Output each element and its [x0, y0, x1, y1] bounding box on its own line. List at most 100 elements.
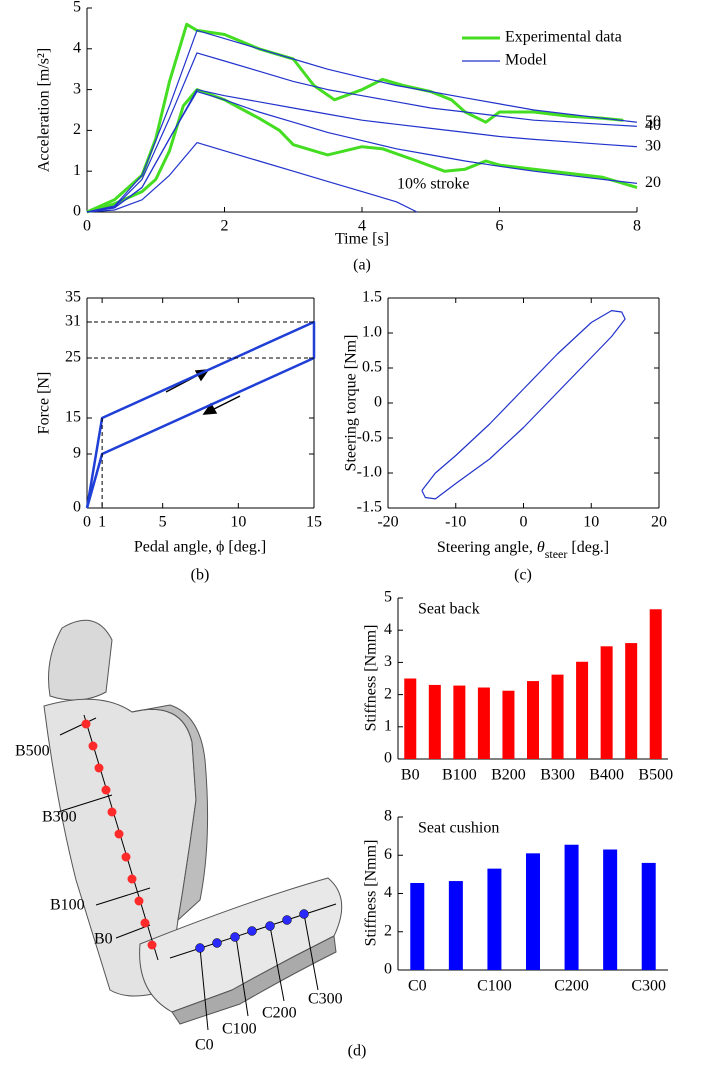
y-tick-label: 3 — [73, 80, 81, 97]
x-tick-label: B0 — [401, 767, 420, 784]
y-tick-label: 1.0 — [362, 324, 382, 341]
x-tick-label: B100 — [442, 767, 477, 784]
point-label: B300 — [42, 809, 77, 826]
data-line — [86, 91, 638, 213]
x-tick-label: 0 — [83, 514, 91, 531]
x-axis-label-part: steer — [545, 547, 568, 561]
x-tick-label: B400 — [589, 767, 624, 784]
y-tick-label: 0 — [73, 499, 81, 516]
y-axis-label: Acceleration [m/s²] — [36, 48, 53, 172]
data-line — [85, 320, 316, 509]
data-line — [421, 310, 626, 500]
data-line — [86, 29, 638, 213]
y-tick-label: 0 — [73, 203, 81, 220]
line-label: 10% stroke — [397, 176, 469, 193]
y-tick-label: -0.5 — [357, 429, 382, 446]
data-line — [86, 142, 418, 213]
x-tick-label: C100 — [477, 978, 512, 995]
data-line — [86, 22, 624, 214]
bar — [502, 690, 515, 759]
legend-label: Experimental data — [505, 29, 622, 46]
y-tick-label: 0 — [384, 961, 392, 978]
y-axis-label: Stiffness [Nmm] — [363, 840, 380, 947]
bar — [641, 862, 656, 970]
x-axis-label-part: [deg.] — [567, 539, 609, 556]
x-tick-label: 0 — [83, 218, 91, 235]
bar — [649, 609, 662, 759]
caption: (a) — [353, 257, 371, 274]
y-tick-label: 4 — [384, 884, 392, 901]
y-tick-label: 1 — [384, 717, 392, 734]
x-tick-label: 4 — [358, 218, 366, 235]
bar — [600, 646, 613, 759]
y-tick-label: 4 — [384, 621, 392, 638]
legend-label: Model — [505, 52, 547, 69]
y-tick-label: 1.5 — [362, 289, 382, 306]
bar — [477, 687, 490, 759]
point-label: C0 — [195, 1037, 214, 1054]
bar — [410, 882, 425, 970]
y-axis-label: Stiffness [Nmm] — [363, 625, 380, 732]
x-tick-label: C300 — [631, 978, 666, 995]
point-label: C200 — [262, 1005, 297, 1022]
x-tick-label: 10 — [230, 514, 246, 531]
line-label: 50 — [645, 113, 661, 130]
x-axis-label-part: Steering angle, — [437, 539, 537, 556]
x-tick-label: 1 — [98, 514, 106, 531]
bar — [527, 681, 539, 759]
y-axis-label: Steering torque [Nm] — [343, 335, 360, 472]
bar — [428, 684, 441, 759]
bar — [625, 643, 638, 759]
x-axis-label-part: θ — [537, 539, 545, 556]
y-tick-label: 25 — [65, 349, 81, 366]
bar — [564, 844, 579, 970]
line-label: 40 — [645, 117, 661, 134]
x-tick-label: 6 — [496, 218, 504, 235]
x-axis-label: Pedal angle, ϕ [deg.] — [134, 539, 266, 556]
x-axis-label: Steering angle, θsteer [deg.] — [437, 539, 609, 561]
bar — [576, 661, 589, 759]
y-tick-label: 2 — [384, 685, 392, 702]
y-tick-label: 3 — [384, 653, 392, 670]
point-label: B100 — [50, 897, 85, 914]
y-tick-label: 2 — [384, 922, 392, 939]
x-tick-label: C0 — [408, 978, 427, 995]
y-tick-label: 0.5 — [362, 359, 382, 376]
bar — [404, 678, 417, 759]
bar — [603, 849, 618, 970]
line-label: 30 — [645, 137, 661, 154]
y-tick-label: 31 — [65, 313, 81, 330]
x-tick-label: 2 — [221, 218, 229, 235]
point-label: B500 — [15, 743, 50, 760]
y-tick-label: 2 — [73, 121, 81, 138]
y-tick-label: -1.5 — [357, 499, 382, 516]
x-tick-label: C200 — [554, 978, 589, 995]
data-line — [86, 88, 638, 214]
y-tick-label: 5 — [384, 589, 392, 606]
y-tick-label: 4 — [73, 39, 81, 56]
x-tick-label: -10 — [445, 514, 466, 531]
x-tick-label: B200 — [491, 767, 526, 784]
x-axis-label: Time [s] — [335, 231, 389, 248]
y-tick-label: -1.0 — [357, 464, 382, 481]
point-label: B0 — [94, 931, 113, 948]
x-tick-label: 15 — [306, 514, 322, 531]
caption: (c) — [514, 567, 532, 584]
caption: (b) — [191, 567, 210, 584]
y-tick-label: 6 — [384, 846, 392, 863]
y-tick-label: 8 — [384, 808, 392, 825]
bar — [526, 853, 540, 970]
data-line — [86, 52, 638, 213]
x-tick-label: 10 — [583, 514, 599, 531]
y-tick-label: 1 — [73, 162, 81, 179]
caption: (d) — [348, 1043, 367, 1060]
y-tick-label: 9 — [73, 445, 81, 462]
seat-cushion-points — [195, 909, 309, 953]
x-tick-label: B500 — [638, 767, 673, 784]
y-tick-label: 15 — [65, 409, 81, 426]
x-tick-label: 8 — [633, 218, 641, 235]
bar — [448, 881, 463, 970]
x-tick-label: B300 — [540, 767, 575, 784]
bar — [551, 674, 564, 759]
